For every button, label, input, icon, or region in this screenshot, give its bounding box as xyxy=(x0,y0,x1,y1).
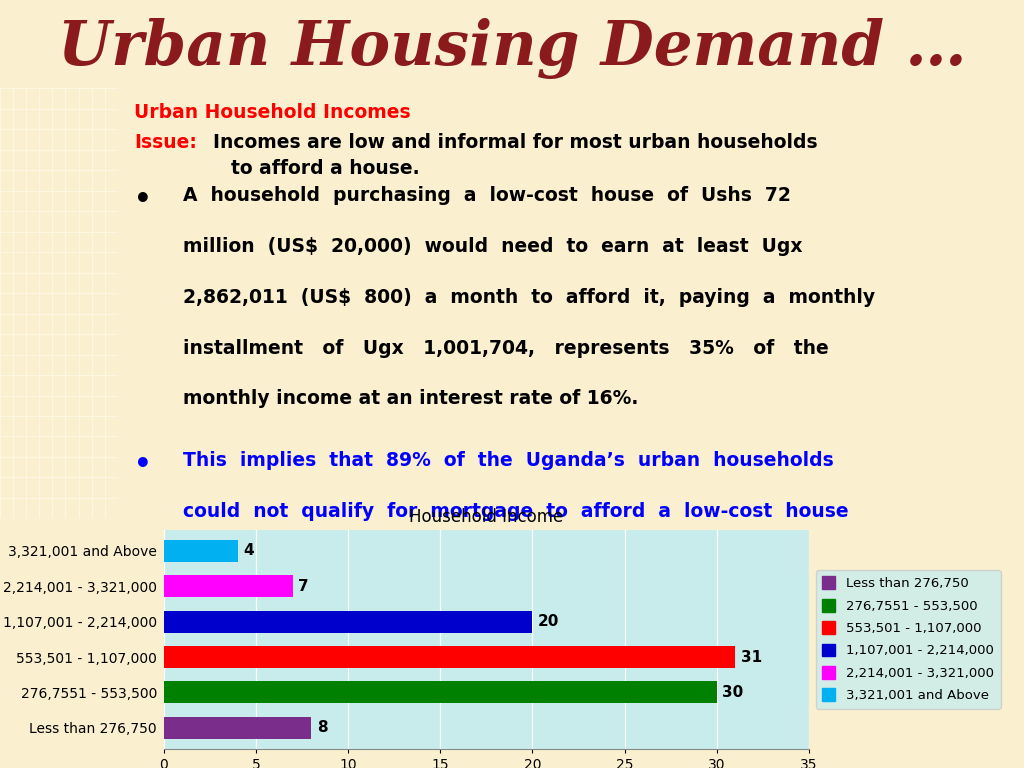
Text: 20: 20 xyxy=(538,614,559,629)
Text: could  not  qualify  for  mortgage  to  afford  a  low-cost  house: could not qualify for mortgage to afford… xyxy=(183,502,849,521)
Bar xyxy=(164,540,238,562)
Text: 31: 31 xyxy=(740,650,762,664)
Text: A  household  purchasing  a  low-cost  house  of  Ushs  72: A household purchasing a low-cost house … xyxy=(183,187,791,205)
Bar xyxy=(164,575,293,598)
Text: Issue:: Issue: xyxy=(134,134,197,153)
Bar xyxy=(164,646,735,668)
Text: 2,862,011  (US$  800)  a  month  to  afford  it,  paying  a  monthly: 2,862,011 (US$ 800) a month to afford it… xyxy=(183,288,876,307)
Text: This  implies  that  89%  of  the  Uganda’s  urban  households: This implies that 89% of the Uganda’s ur… xyxy=(183,451,834,470)
Bar xyxy=(164,681,717,703)
Bar xyxy=(164,717,311,739)
Text: •: • xyxy=(134,187,152,214)
Text: to afford a house.: to afford a house. xyxy=(231,159,420,178)
Text: of Ugx 72 million due to low incomes.: of Ugx 72 million due to low incomes. xyxy=(183,552,580,571)
Legend: Less than 276,750, 276,7551 - 553,500, 553,501 - 1,107,000, 1,107,001 - 2,214,00: Less than 276,750, 276,7551 - 553,500, 5… xyxy=(815,570,1000,709)
Text: 8: 8 xyxy=(316,720,328,736)
Text: installment   of   Ugx   1,001,704,   represents   35%   of   the: installment of Ugx 1,001,704, represents… xyxy=(183,339,828,358)
Text: Incomes are low and informal for most urban households: Incomes are low and informal for most ur… xyxy=(213,134,817,153)
Text: Urban Household Incomes: Urban Household Incomes xyxy=(134,104,411,122)
Bar xyxy=(164,611,532,633)
Text: million  (US$  20,000)  would  need  to  earn  at  least  Ugx: million (US$ 20,000) would need to earn … xyxy=(183,237,803,256)
Text: 30: 30 xyxy=(722,685,743,700)
Text: •: • xyxy=(134,451,152,479)
Text: Urban Housing Demand …: Urban Housing Demand … xyxy=(57,18,967,79)
Title: Household Income: Household Income xyxy=(410,508,563,525)
Text: monthly income at an interest rate of 16%.: monthly income at an interest rate of 16… xyxy=(183,389,638,409)
Text: 4: 4 xyxy=(243,543,254,558)
Text: 7: 7 xyxy=(298,579,309,594)
